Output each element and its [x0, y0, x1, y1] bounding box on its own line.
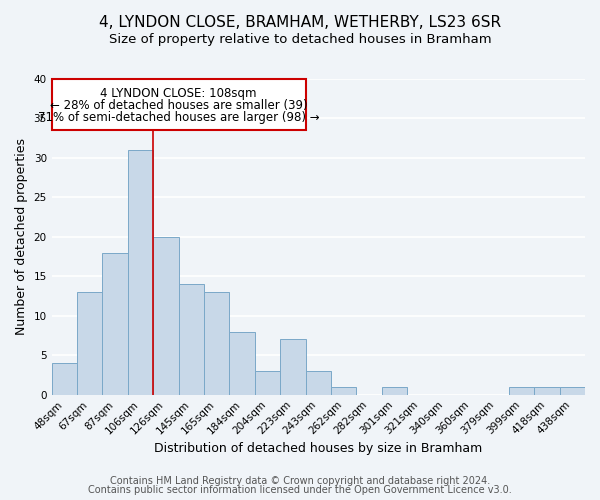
Bar — [52, 363, 77, 394]
Bar — [77, 292, 103, 394]
Text: 4, LYNDON CLOSE, BRAMHAM, WETHERBY, LS23 6SR: 4, LYNDON CLOSE, BRAMHAM, WETHERBY, LS23… — [99, 15, 501, 30]
Text: 4 LYNDON CLOSE: 108sqm: 4 LYNDON CLOSE: 108sqm — [100, 87, 257, 100]
Bar — [509, 387, 534, 394]
Bar — [331, 387, 356, 394]
X-axis label: Distribution of detached houses by size in Bramham: Distribution of detached houses by size … — [154, 442, 482, 455]
Bar — [52, 79, 305, 130]
Bar — [229, 332, 255, 394]
Bar — [560, 387, 585, 394]
Bar — [153, 237, 179, 394]
Bar — [534, 387, 560, 394]
Bar — [280, 340, 305, 394]
Bar — [128, 150, 153, 394]
Text: Size of property relative to detached houses in Bramham: Size of property relative to detached ho… — [109, 32, 491, 46]
Bar — [255, 371, 280, 394]
Bar — [204, 292, 229, 394]
Bar — [179, 284, 204, 395]
Bar — [305, 371, 331, 394]
Text: ← 28% of detached houses are smaller (39): ← 28% of detached houses are smaller (39… — [50, 98, 307, 112]
Bar — [382, 387, 407, 394]
Text: 71% of semi-detached houses are larger (98) →: 71% of semi-detached houses are larger (… — [38, 110, 319, 124]
Bar — [103, 252, 128, 394]
Y-axis label: Number of detached properties: Number of detached properties — [15, 138, 28, 336]
Text: Contains public sector information licensed under the Open Government Licence v3: Contains public sector information licen… — [88, 485, 512, 495]
Text: Contains HM Land Registry data © Crown copyright and database right 2024.: Contains HM Land Registry data © Crown c… — [110, 476, 490, 486]
